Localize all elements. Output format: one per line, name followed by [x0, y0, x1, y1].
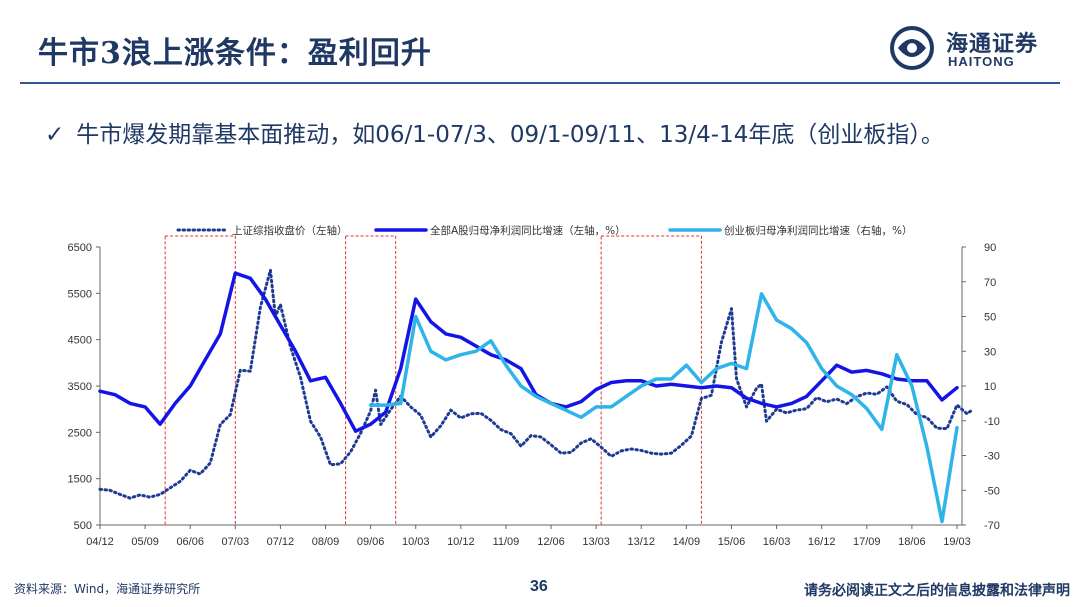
right-tick-label: -10 [984, 416, 1000, 428]
x-tick-label: 18/06 [898, 536, 926, 548]
slide-title: 牛市3浪上涨条件：盈利回升 [38, 36, 432, 71]
left-tick-label: 500 [74, 520, 92, 532]
haitong-logo: 海通证券 HAITONG [888, 24, 1058, 74]
x-tick-label: 04/12 [86, 536, 114, 548]
x-tick-label: 13/12 [627, 536, 655, 548]
left-tick-label: 2500 [68, 427, 92, 439]
x-tick-label: 06/06 [176, 536, 204, 548]
right-tick-label: -70 [984, 520, 1000, 532]
x-tick-label: 16/12 [808, 536, 836, 548]
key-point-text: 牛市爆发期靠基本面推动，如06/1-07/3、09/1-09/11、13/4-1… [76, 122, 944, 148]
profit-index-chart: 500 1500 2500 3500 4500 5500 6500 -70 -50 -30 -10 1… [68, 224, 1000, 548]
right-tick-label: 30 [984, 346, 996, 358]
chart-series [98, 268, 974, 524]
x-tick-label: 10/12 [447, 536, 475, 548]
left-tick-label: 5500 [68, 288, 92, 300]
x-tick-label: 19/03 [943, 536, 971, 548]
x-tick-label: 09/06 [357, 536, 385, 548]
bull-phase-highlight-box [600, 235, 702, 526]
logo-name-en: HAITONG [948, 54, 1015, 69]
left-tick-label: 3500 [68, 381, 92, 393]
legend-label: 上证综指收盘价（左轴） [232, 224, 348, 237]
right-tick-label: -30 [984, 451, 1000, 463]
x-tick-label: 12/06 [537, 536, 565, 548]
left-tick-label: 4500 [68, 335, 92, 347]
right-tick-label: 50 [984, 312, 996, 324]
index-close-line [98, 268, 974, 500]
source-note: 资料来源：Wind，海通证券研究所 [14, 582, 201, 596]
bull-phase-highlight-box [164, 235, 236, 526]
x-tick-label: 08/09 [312, 536, 340, 548]
logo-name-cn: 海通证券 [946, 31, 1039, 57]
chart-axes: 500 1500 2500 3500 4500 5500 6500 -70 -50 -30 -10 1… [68, 242, 1000, 548]
right-tick-label: 90 [984, 242, 996, 254]
legend-label: 全部A股归母净利润同比增速（左轴，%） [430, 224, 626, 237]
check-icon: ✓ [45, 122, 65, 148]
right-tick-label: -50 [984, 485, 1000, 497]
right-tick-label: 10 [984, 381, 996, 393]
x-tick-label: 11/09 [493, 536, 520, 548]
x-tick-label: 07/12 [267, 536, 295, 548]
haitong-logo-mark-icon [890, 26, 934, 70]
x-tick-label: 10/03 [402, 536, 430, 548]
x-tick-label: 14/09 [673, 536, 701, 548]
chart-legend: 上证综指收盘价（左轴） 全部A股归母净利润同比增速（左轴，%） 创业板归母净利润同比… [176, 224, 912, 237]
x-tick-label: 16/03 [763, 536, 791, 548]
chinext-profit-growth-line [368, 292, 959, 524]
left-tick-label: 1500 [68, 474, 92, 486]
x-tick-label: 05/09 [131, 536, 159, 548]
page-number: 36 [530, 578, 548, 595]
disclaimer-note: 请务必阅读正文之后的信息披露和法律声明 [804, 583, 1070, 599]
a-share-profit-growth-line [98, 271, 959, 433]
x-tick-label: 07/03 [222, 536, 250, 548]
highlight-boxes [164, 235, 702, 526]
x-tick-label: 15/06 [718, 536, 746, 548]
right-tick-label: 70 [984, 277, 996, 289]
x-tick-label: 13/03 [582, 536, 610, 548]
left-tick-label: 6500 [68, 242, 92, 254]
legend-label: 创业板归母净利润同比增速（右轴，%） [724, 224, 912, 237]
title-divider [20, 82, 1060, 84]
x-tick-label: 17/09 [853, 536, 881, 548]
key-point: ✓ 牛市爆发期靠基本面推动，如06/1-07/3、09/1-09/11、13/4-… [45, 115, 944, 149]
bull-phase-highlight-box [345, 235, 397, 526]
